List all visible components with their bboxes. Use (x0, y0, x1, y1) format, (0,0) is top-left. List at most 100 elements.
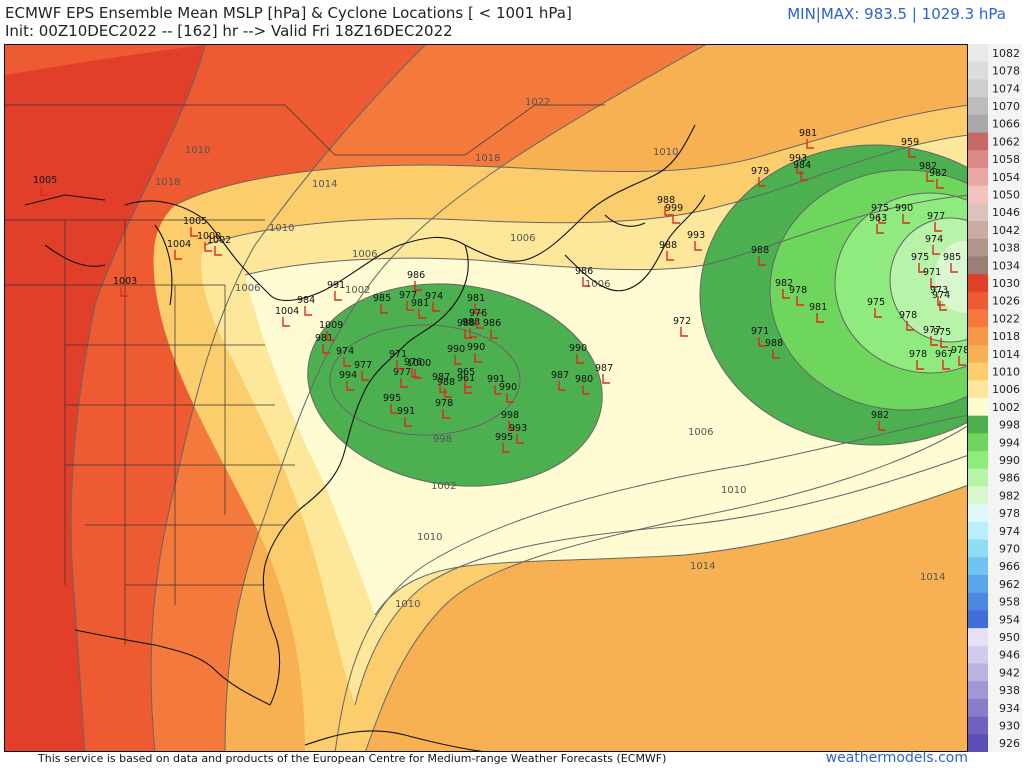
isobar-label: 998 (433, 434, 452, 445)
cyclone-l-icon (874, 308, 882, 318)
colorbar-swatch (968, 610, 988, 629)
colorbar-swatch (968, 451, 988, 470)
cyclone-pressure-label: 988 (765, 338, 783, 349)
cyclone-pressure-label: 1003 (113, 276, 137, 287)
isobar-label: 1006 (235, 283, 260, 294)
colorbar-label: 998 (999, 419, 1020, 432)
cyclone-pressure-label: 972 (673, 316, 691, 327)
cyclone-marker: 981 (809, 302, 827, 323)
cyclone-pressure-label: 978 (909, 349, 927, 360)
isobar-label: 1006 (352, 249, 377, 260)
cyclone-l-icon (322, 344, 330, 354)
cyclone-l-icon (958, 356, 966, 366)
cyclone-marker: 991 (397, 406, 415, 427)
cyclone-l-icon (494, 385, 502, 395)
cyclone-marker: 975 (933, 327, 951, 348)
colorbar-label: 1058 (992, 153, 1020, 166)
cyclone-marker: 981 (467, 293, 485, 314)
cyclone-pressure-label: 1005 (183, 216, 207, 227)
colorbar-swatch (968, 79, 988, 98)
colorbar-swatch (968, 150, 988, 169)
cyclone-marker: 976 (469, 308, 487, 329)
cyclone-pressure-label: 977 (393, 367, 411, 378)
cyclone-pressure-label: 988 (462, 317, 480, 328)
colorbar-label: 1034 (992, 259, 1020, 272)
cyclone-marker: 1000 (407, 358, 431, 379)
colorbar-swatch (968, 486, 988, 505)
cyclone-marker: 973 (930, 285, 948, 306)
colorbar-label: 942 (999, 666, 1020, 679)
cyclone-l-icon (796, 296, 804, 306)
cyclone-marker: 1004 (275, 306, 299, 327)
cyclone-marker: 980 (575, 374, 593, 395)
cyclone-pressure-label: 990 (499, 382, 517, 393)
cyclone-marker: 995 (495, 432, 513, 453)
cyclone-l-icon (442, 409, 450, 419)
cyclone-pressure-label: 973 (930, 285, 948, 296)
cyclone-marker: 990 (467, 342, 485, 363)
cyclone-l-icon (334, 291, 342, 301)
cyclone-pressure-label: 986 (407, 270, 425, 281)
cyclone-pressure-label: 974 (932, 290, 950, 301)
cyclone-pressure-label: 991 (327, 280, 345, 291)
cyclone-marker: 977 (354, 360, 372, 381)
colorbar-swatch (968, 716, 988, 735)
cyclone-l-icon (758, 256, 766, 266)
isobar-label: 1018 (475, 153, 500, 164)
cyclone-l-icon (439, 383, 447, 393)
cyclone-marker: 985 (943, 252, 961, 273)
cyclone-pressure-label: 971 (923, 267, 941, 278)
colorbar-swatch (968, 44, 988, 63)
cyclone-l-icon (918, 263, 926, 273)
colorbar-label: 1062 (992, 135, 1020, 148)
colorbar-swatch (968, 97, 988, 116)
cyclone-marker: 959 (901, 137, 919, 158)
cyclone-l-icon (694, 241, 702, 251)
cyclone-marker: 974 (932, 290, 950, 311)
cyclone-pressure-label: 986 (483, 318, 501, 329)
colorbar-swatch (968, 645, 988, 664)
colorbar-label: 1078 (992, 65, 1020, 78)
cyclone-marker: 977 (393, 367, 411, 388)
cyclone-pressure-label: 1004 (167, 239, 191, 250)
colorbar-swatch (968, 132, 988, 151)
cyclone-pressure-label: 985 (373, 293, 391, 304)
isobar-label: 1010 (721, 485, 746, 496)
cyclone-marker: 967 (935, 349, 953, 370)
isobar-label: 1006 (688, 427, 713, 438)
isobars (70, 45, 967, 751)
colorbar-label: 990 (999, 454, 1020, 467)
colorbar-label: 1050 (992, 188, 1020, 201)
cyclone-marker: 963 (869, 213, 887, 234)
colorbar-label: 970 (999, 542, 1020, 555)
colorbar-label: 986 (999, 472, 1020, 485)
cyclone-pressure-label: 982 (929, 168, 947, 179)
brand-link[interactable]: weathermodels.com (825, 750, 968, 766)
cyclone-l-icon (474, 353, 482, 363)
isobar-label: 1002 (431, 481, 456, 492)
pressure-map[interactable]: 1022 1018 1018 1014 1010 1010 1006 1006 … (4, 44, 968, 752)
cyclone-pressure-label: 975 (911, 252, 929, 263)
cyclone-pressure-label: 977 (354, 360, 372, 371)
colorbar-swatch (968, 362, 988, 381)
cyclone-marker: 988 (437, 377, 455, 398)
colorbar-label: 1070 (992, 100, 1020, 113)
isobar-label: 1010 (417, 532, 442, 543)
cyclone-l-icon (940, 338, 948, 348)
cyclone-l-icon (432, 302, 440, 312)
cyclone-l-icon (414, 281, 422, 291)
colorbar-swatch (968, 663, 988, 682)
min-max-readout: MIN|MAX: 983.5 | 1029.3 hPa (787, 5, 1006, 23)
colorbar-label: 938 (999, 684, 1020, 697)
cyclone-l-icon (396, 360, 404, 370)
cyclone-l-icon (406, 301, 414, 311)
cyclone-pressure-label: 975 (933, 327, 951, 338)
cyclone-marker: 991 (487, 374, 505, 395)
cyclone-marker: 978 (789, 285, 807, 306)
cyclone-l-icon (454, 355, 462, 365)
cyclone-pressure-label: 991 (487, 374, 505, 385)
cyclone-marker: 988 (462, 317, 480, 338)
isobar-label: 1018 (155, 177, 180, 188)
cyclone-l-icon (930, 336, 938, 346)
colorbar-label: 1014 (992, 348, 1020, 361)
